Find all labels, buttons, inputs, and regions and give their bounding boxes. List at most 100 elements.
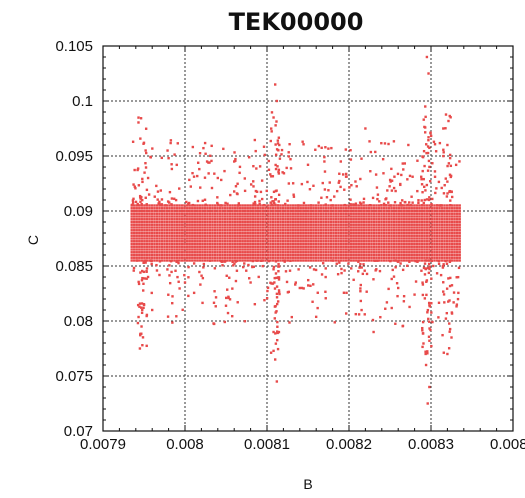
data-point xyxy=(445,251,449,254)
data-point xyxy=(281,223,285,226)
data-point xyxy=(139,271,142,274)
data-point xyxy=(165,212,169,215)
data-point xyxy=(372,248,376,251)
data-point xyxy=(319,253,323,257)
data-point xyxy=(188,204,191,207)
data-point xyxy=(415,256,419,259)
data-point xyxy=(342,223,345,226)
data-point xyxy=(251,245,255,248)
data-point xyxy=(163,253,166,257)
data-point xyxy=(367,245,371,248)
data-point xyxy=(291,220,295,224)
data-point xyxy=(155,231,159,235)
data-point xyxy=(165,237,169,240)
data-point xyxy=(142,270,146,274)
data-point xyxy=(208,223,212,226)
data-point xyxy=(394,266,397,269)
data-point xyxy=(155,184,158,188)
data-point xyxy=(450,240,454,243)
data-point xyxy=(276,240,280,243)
data-point xyxy=(276,245,280,248)
plot-frame xyxy=(102,45,514,432)
data-point xyxy=(339,160,342,163)
data-point xyxy=(423,223,426,226)
data-point xyxy=(144,151,148,155)
data-point xyxy=(320,196,323,199)
data-point xyxy=(452,291,456,294)
data-point xyxy=(246,218,249,221)
data-point xyxy=(329,209,333,213)
data-point xyxy=(148,223,151,226)
data-point xyxy=(410,237,413,240)
data-point xyxy=(133,185,136,188)
data-point xyxy=(402,253,406,257)
data-point xyxy=(357,207,360,210)
data-point xyxy=(425,231,429,235)
data-point xyxy=(178,209,181,213)
data-point xyxy=(450,215,454,218)
data-point xyxy=(362,229,366,232)
data-point xyxy=(226,220,229,224)
data-point xyxy=(355,253,358,257)
data-point xyxy=(401,199,404,202)
data-point xyxy=(180,256,184,259)
data-point xyxy=(145,229,149,232)
data-point xyxy=(334,231,338,235)
data-point xyxy=(436,204,439,207)
data-point xyxy=(266,286,270,289)
data-point xyxy=(170,223,174,226)
data-point xyxy=(191,226,194,229)
data-point xyxy=(448,156,452,160)
data-point xyxy=(433,143,437,146)
data-point xyxy=(332,240,335,243)
data-point xyxy=(445,215,449,218)
data-point xyxy=(428,240,431,243)
data-point xyxy=(150,223,154,226)
data-point xyxy=(319,240,323,243)
data-point xyxy=(443,212,446,215)
y-axis-label: C xyxy=(25,235,41,245)
data-point xyxy=(382,204,386,207)
data-point xyxy=(433,223,436,226)
data-point xyxy=(276,209,280,213)
data-point xyxy=(133,212,136,215)
data-point xyxy=(213,253,217,257)
data-point xyxy=(208,215,212,218)
data-point xyxy=(241,215,244,218)
data-point xyxy=(344,223,348,226)
data-point xyxy=(385,215,388,218)
data-point xyxy=(306,180,309,184)
data-point xyxy=(256,209,260,213)
data-point xyxy=(249,245,252,248)
data-point xyxy=(274,242,277,246)
data-point xyxy=(418,226,421,229)
data-point xyxy=(357,253,360,257)
data-point xyxy=(183,281,187,284)
data-point xyxy=(144,149,147,152)
data-point xyxy=(211,234,214,237)
data-point xyxy=(352,259,355,262)
data-point xyxy=(138,226,141,229)
data-point xyxy=(347,256,350,259)
data-point xyxy=(269,201,272,204)
data-point xyxy=(233,234,237,237)
data-point xyxy=(365,248,368,251)
data-point xyxy=(425,229,429,232)
data-point xyxy=(259,237,262,240)
data-point xyxy=(435,242,439,246)
data-point xyxy=(259,220,262,224)
data-point xyxy=(153,215,156,218)
data-point xyxy=(445,240,449,243)
data-point xyxy=(133,245,136,248)
data-point xyxy=(180,204,184,207)
data-point xyxy=(223,218,227,221)
data-point xyxy=(397,215,401,218)
data-point xyxy=(148,204,151,207)
data-point xyxy=(191,145,195,149)
data-point xyxy=(273,287,277,290)
data-point xyxy=(362,215,366,218)
data-point xyxy=(153,248,156,251)
data-point xyxy=(418,234,421,237)
data-point xyxy=(415,223,419,226)
data-point xyxy=(259,245,262,248)
